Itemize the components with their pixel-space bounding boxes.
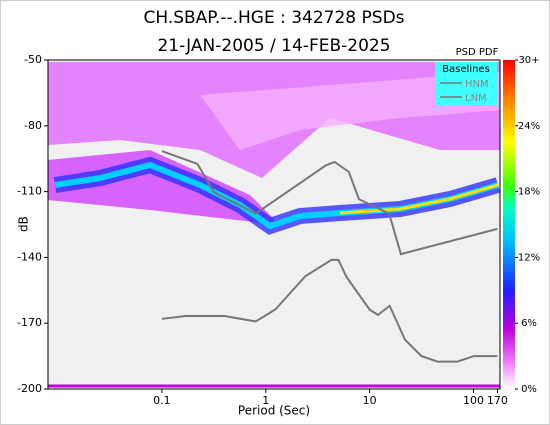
colorbar-title: PSD PDF [456, 47, 499, 58]
x-tick-label: 100 [463, 394, 484, 407]
y-tick-label: -200 [17, 382, 42, 395]
colorbar-tick-label: 18% [518, 187, 540, 198]
colorbar [503, 60, 515, 389]
colorbar-tick-label: 6% [521, 318, 537, 329]
y-tick-label: -80 [24, 119, 42, 132]
x-tick-label: 0.1 [153, 394, 171, 407]
density-heatmap [48, 62, 501, 388]
chart-title: CH.SBAP.--.HGE : 342728 PSDs [143, 8, 404, 28]
legend-label: HNM [465, 79, 489, 90]
baseline-line [161, 150, 498, 256]
x-axis-label: Period (Sec) [238, 404, 310, 418]
x-tick-label: 1 [262, 394, 269, 407]
x-tick-label: 10 [363, 394, 377, 407]
legend-label: LNM [465, 93, 487, 104]
plot-border [47, 59, 501, 390]
colorbar-tick-label: 0% [521, 384, 537, 395]
y-tick-label: -50 [24, 53, 42, 66]
y-axis-label: dB [17, 216, 31, 232]
legend [435, 62, 497, 106]
colorbar-tick-label: 30+ [518, 55, 539, 66]
y-tick-label: -140 [17, 250, 42, 263]
y-tick-label: -110 [17, 185, 42, 198]
legend-title: Baselines [442, 64, 490, 75]
chart-subtitle: 21-JAN-2005 / 14-FEB-2025 [157, 36, 390, 56]
colorbar-tick-label: 24% [518, 121, 540, 132]
x-tick-label: 170 [487, 394, 508, 407]
colorbar-tick-label: 12% [518, 252, 540, 263]
y-tick-label: -170 [17, 316, 42, 329]
baseline-line [161, 258, 498, 363]
